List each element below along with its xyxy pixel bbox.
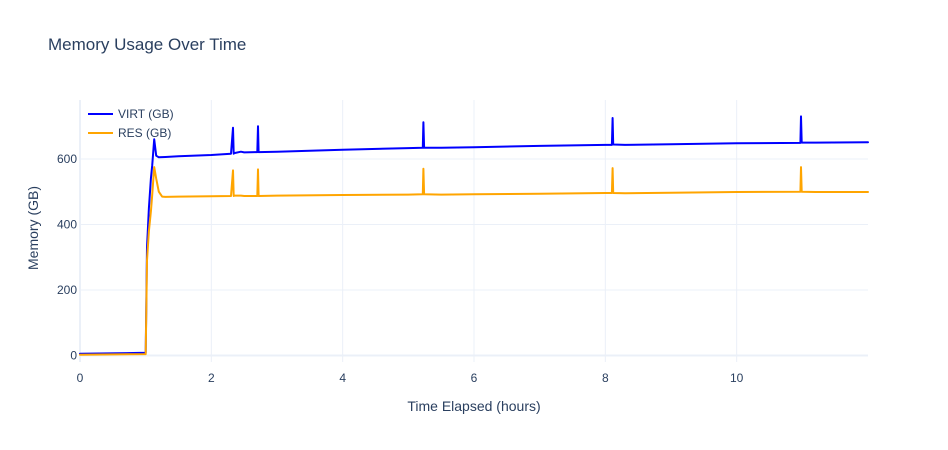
x-tick-label: 8 (602, 371, 609, 385)
legend-label: RES (GB) (118, 126, 171, 140)
y-tick-label: 200 (57, 283, 77, 297)
y-axis-title: Memory (GB) (25, 186, 41, 270)
y-tick-label: 600 (57, 152, 77, 166)
legend-item-res[interactable]: RES (GB) (88, 126, 171, 140)
gridlines (79, 100, 868, 362)
chart-title: Memory Usage Over Time (48, 35, 246, 54)
legend-item-virt[interactable]: VIRT (GB) (88, 107, 174, 121)
x-tick-label: 4 (339, 371, 346, 385)
x-tick-label: 10 (730, 371, 744, 385)
y-tick-label: 0 (70, 348, 77, 362)
legend-label: VIRT (GB) (118, 107, 174, 121)
x-tick-label: 0 (77, 371, 84, 385)
tick-labels: 0 2 4 6 8 10 0 200 400 600 (57, 152, 744, 385)
x-axis-title: Time Elapsed (hours) (407, 398, 540, 414)
y-tick-label: 400 (57, 217, 77, 231)
series-line-virt (79, 115, 869, 355)
series-line-res (79, 166, 869, 356)
x-tick-label: 2 (208, 371, 215, 385)
x-tick-label: 6 (471, 371, 478, 385)
series-layer (79, 115, 869, 356)
legend[interactable]: VIRT (GB) RES (GB) (88, 107, 174, 140)
